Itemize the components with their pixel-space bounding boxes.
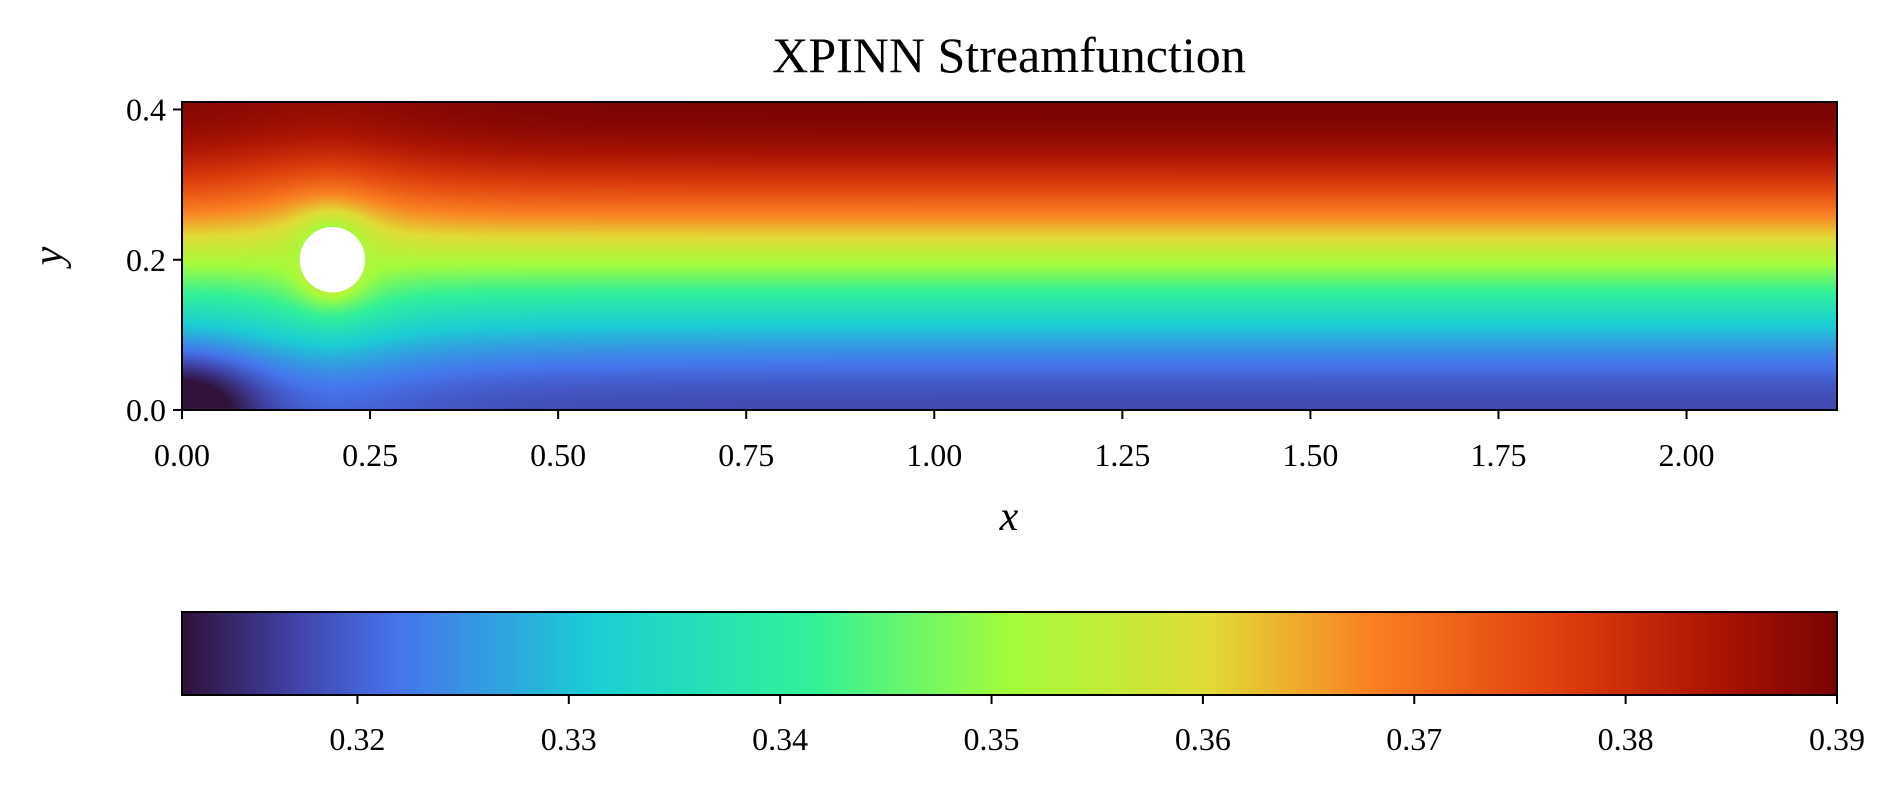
colorbar-tick-label: 0.37 xyxy=(1386,721,1442,757)
colorbar-gradient xyxy=(182,612,1837,695)
x-axis-ticks: 0.00 0.25 0.50 0.75 1.00 1.25 1.50 1.75 2.00 xyxy=(154,410,1715,473)
x-tick-label: 2.00 xyxy=(1659,437,1715,473)
x-tick-label: 0.25 xyxy=(342,437,398,473)
colorbar-tick-label: 0.33 xyxy=(541,721,597,757)
streamfunction-heatmap xyxy=(182,102,1837,410)
plot-frame xyxy=(181,101,1838,411)
colorbar-tick-label: 0.38 xyxy=(1598,721,1654,757)
x-tick-label: 0.50 xyxy=(530,437,586,473)
x-tick-label: 0.75 xyxy=(718,437,774,473)
colorbar: 0.32 0.33 0.34 0.35 0.36 0.37 0.38 0.39 xyxy=(181,611,1865,757)
y-axis-label: y xyxy=(26,246,72,269)
colorbar-tick-label: 0.36 xyxy=(1175,721,1231,757)
y-tick-label: 0.4 xyxy=(126,92,166,128)
chart-title: XPINN Streamfunction xyxy=(772,27,1246,83)
colorbar-tick-label: 0.35 xyxy=(964,721,1020,757)
cylinder-obstacle xyxy=(299,227,366,293)
y-tick-label: 0.2 xyxy=(126,242,166,278)
x-tick-label: 1.75 xyxy=(1470,437,1526,473)
colorbar-tick-label: 0.39 xyxy=(1809,721,1865,757)
heatmap-area xyxy=(181,101,1838,411)
colorbar-tick-label: 0.34 xyxy=(752,721,808,757)
x-tick-label: 1.00 xyxy=(906,437,962,473)
y-tick-label: 0.0 xyxy=(126,392,166,428)
colorbar-ticks: 0.32 0.33 0.34 0.35 0.36 0.37 0.38 0.39 xyxy=(329,695,1865,757)
x-axis-label: x xyxy=(999,494,1019,540)
y-axis-ticks: 0.0 0.2 0.4 xyxy=(126,92,182,428)
x-tick-label: 1.25 xyxy=(1094,437,1150,473)
colorbar-tick-label: 0.32 xyxy=(329,721,385,757)
x-tick-label: 0.00 xyxy=(154,437,210,473)
x-tick-label: 1.50 xyxy=(1282,437,1338,473)
colorbar-frame xyxy=(181,611,1838,696)
